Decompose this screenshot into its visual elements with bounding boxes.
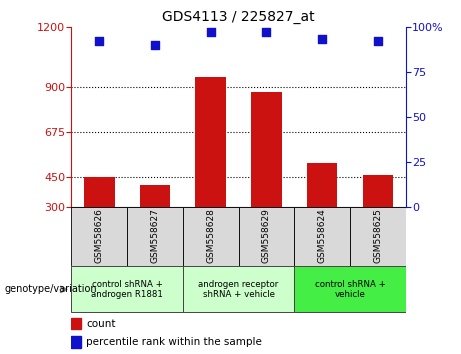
FancyBboxPatch shape [238,207,294,266]
Bar [195,77,226,267]
FancyBboxPatch shape [71,207,127,266]
Point [207,29,214,35]
Point [319,36,326,42]
Text: GSM558627: GSM558627 [150,208,160,263]
Bar [140,185,170,267]
Bar [71,336,81,348]
Bar [84,177,115,267]
Text: GSM558626: GSM558626 [95,208,104,263]
Point [263,29,270,35]
Point [95,38,103,44]
Point [151,42,159,47]
Text: GSM558628: GSM558628 [206,208,215,263]
Text: GSM558629: GSM558629 [262,208,271,263]
Text: control shRNA +
androgen R1881: control shRNA + androgen R1881 [91,280,163,299]
Text: count: count [87,319,116,329]
Bar [307,163,337,267]
Text: control shRNA +
vehicle: control shRNA + vehicle [314,280,385,299]
FancyBboxPatch shape [294,207,350,266]
FancyBboxPatch shape [294,267,406,312]
Text: GSM558625: GSM558625 [373,208,382,263]
Bar [362,175,393,267]
Title: GDS4113 / 225827_at: GDS4113 / 225827_at [162,10,315,24]
Text: GSM558624: GSM558624 [318,208,327,263]
Point [374,38,382,44]
Text: genotype/variation: genotype/variation [5,284,97,295]
FancyBboxPatch shape [350,207,406,266]
Text: androgen receptor
shRNA + vehicle: androgen receptor shRNA + vehicle [198,280,279,299]
FancyBboxPatch shape [71,267,183,312]
Text: percentile rank within the sample: percentile rank within the sample [87,337,262,347]
Bar [71,318,81,329]
FancyBboxPatch shape [183,267,294,312]
FancyBboxPatch shape [183,207,238,266]
FancyBboxPatch shape [127,207,183,266]
Bar [251,92,282,267]
